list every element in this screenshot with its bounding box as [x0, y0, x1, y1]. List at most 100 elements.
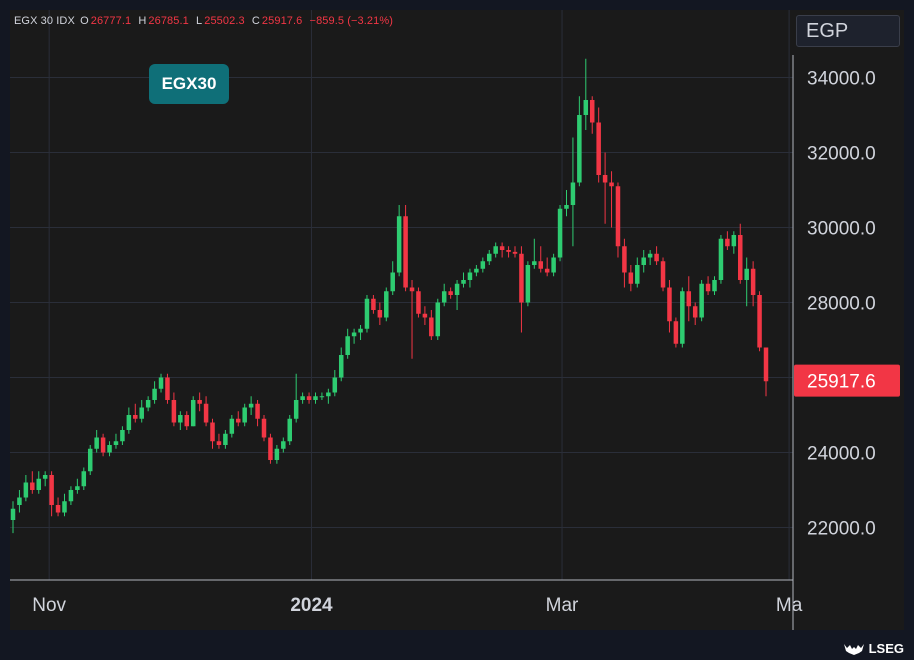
candle-body	[55, 505, 61, 513]
candle	[544, 257, 550, 277]
candle	[158, 373, 164, 393]
candle	[589, 96, 595, 134]
candle-body	[622, 246, 627, 273]
candle-body	[396, 216, 402, 273]
candle	[738, 223, 743, 284]
last-price-marker: 25917.6	[794, 364, 900, 397]
candle	[654, 246, 659, 265]
candle-body	[94, 437, 99, 449]
candle-body	[158, 377, 164, 389]
candle	[23, 475, 29, 502]
candle-body	[487, 253, 492, 262]
candle-body	[133, 415, 138, 419]
candle	[81, 467, 87, 490]
candle-body	[699, 283, 704, 318]
candle-body	[75, 486, 80, 490]
candle-body	[738, 235, 743, 280]
brand-name: LSEG	[868, 641, 904, 656]
candle	[551, 253, 556, 277]
candle-body	[23, 482, 29, 498]
x-tick-labels: Nov 2024 Mar Ma	[32, 595, 802, 616]
candle	[126, 407, 132, 434]
candle-body	[107, 445, 112, 453]
candle	[319, 392, 325, 400]
y-tick-label: 34000.0	[807, 69, 876, 90]
low-key: L	[196, 15, 203, 27]
candle	[731, 231, 737, 254]
open-value: 26777.1	[90, 15, 132, 27]
candle-body	[145, 400, 151, 408]
candle	[673, 317, 679, 348]
candle-body	[113, 441, 119, 445]
candle	[306, 392, 312, 404]
candle	[94, 430, 99, 453]
candle	[461, 272, 466, 288]
candle-body	[712, 280, 717, 292]
candle	[499, 242, 505, 258]
candle	[274, 445, 280, 464]
candle	[557, 205, 563, 262]
candle	[441, 283, 447, 307]
candle-body	[248, 403, 254, 408]
candle-body	[583, 100, 589, 115]
candle-body	[81, 471, 87, 487]
candle-body	[551, 257, 556, 273]
candle-body	[429, 317, 434, 337]
symbol-badge[interactable]: EGX30	[149, 64, 229, 104]
symbol-name: EGX 30 IDX	[14, 15, 75, 27]
candle	[113, 433, 119, 449]
candle-body	[371, 298, 376, 310]
candle-body	[390, 272, 395, 292]
candle	[55, 497, 61, 517]
candle-body	[87, 448, 93, 472]
candle-body	[332, 377, 338, 393]
candle	[564, 190, 569, 217]
candle-body	[255, 403, 260, 419]
candle-body	[480, 261, 486, 269]
candle	[165, 373, 170, 404]
candle	[622, 238, 627, 288]
candle-body	[448, 291, 453, 295]
candle	[36, 471, 41, 494]
candle	[429, 310, 434, 340]
y-tick-label: 30000.0	[807, 219, 876, 240]
candle-body	[667, 287, 672, 322]
candle-body	[647, 253, 653, 258]
candle-body	[313, 396, 318, 400]
candle	[390, 261, 395, 295]
candle-body	[293, 400, 299, 419]
x-tick-label: 2024	[290, 595, 333, 616]
candle-body	[36, 478, 41, 490]
candle	[583, 58, 589, 130]
candle	[403, 205, 408, 292]
candle-body	[377, 310, 383, 318]
candle	[10, 501, 16, 534]
currency-label[interactable]: EGP	[796, 15, 900, 47]
candle-body	[351, 332, 357, 337]
candle	[300, 392, 305, 404]
candle-body	[525, 265, 531, 303]
candle	[757, 291, 762, 352]
candle-body	[686, 291, 692, 307]
candle-body	[358, 328, 363, 333]
candle	[236, 411, 241, 427]
candle-body	[680, 291, 685, 344]
candle	[680, 287, 685, 348]
candle-body	[126, 415, 132, 430]
candle	[152, 381, 157, 404]
candle-body	[17, 497, 22, 505]
candle	[293, 373, 299, 423]
candle	[100, 433, 106, 457]
candle-body	[120, 430, 125, 442]
x-tick-label: Ma	[776, 595, 803, 616]
high-key: H	[138, 15, 147, 27]
change-value: −859.5 (−3.21%)	[309, 15, 393, 27]
candle	[139, 400, 144, 423]
high-value: 26785.1	[148, 15, 189, 27]
candle	[647, 250, 653, 265]
candle-body	[210, 422, 215, 442]
candle-body	[338, 355, 344, 378]
